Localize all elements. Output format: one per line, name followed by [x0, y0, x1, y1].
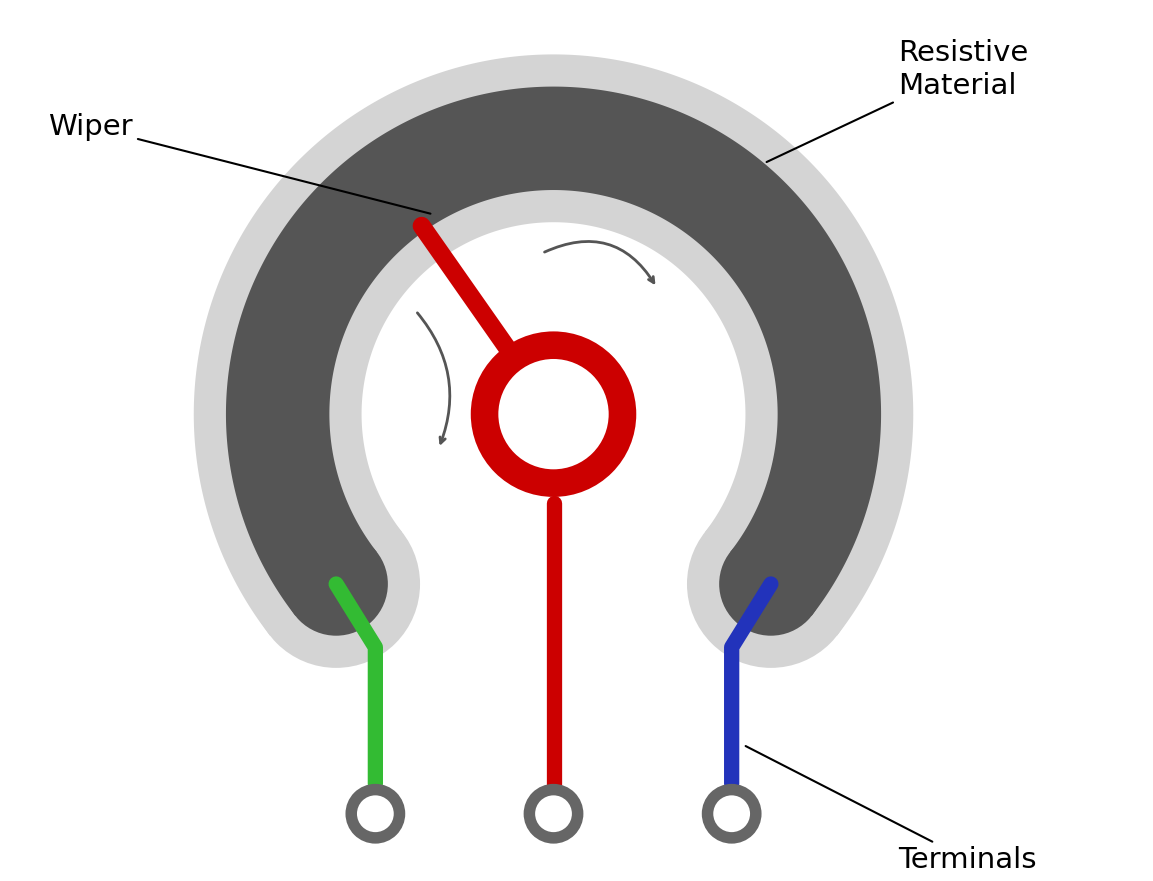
Circle shape	[285, 532, 387, 636]
Circle shape	[498, 359, 609, 470]
Circle shape	[719, 532, 822, 636]
Circle shape	[714, 796, 751, 833]
Polygon shape	[226, 86, 881, 616]
Polygon shape	[194, 55, 913, 635]
Circle shape	[253, 500, 420, 668]
Text: Resistive
Material: Resistive Material	[767, 39, 1028, 162]
Circle shape	[535, 796, 572, 833]
Text: Wiper: Wiper	[47, 113, 430, 214]
Circle shape	[470, 331, 636, 497]
Circle shape	[523, 784, 583, 844]
Circle shape	[346, 784, 405, 844]
Circle shape	[357, 796, 394, 833]
Text: Terminals: Terminals	[746, 746, 1037, 874]
Circle shape	[702, 784, 761, 844]
Circle shape	[687, 500, 854, 668]
